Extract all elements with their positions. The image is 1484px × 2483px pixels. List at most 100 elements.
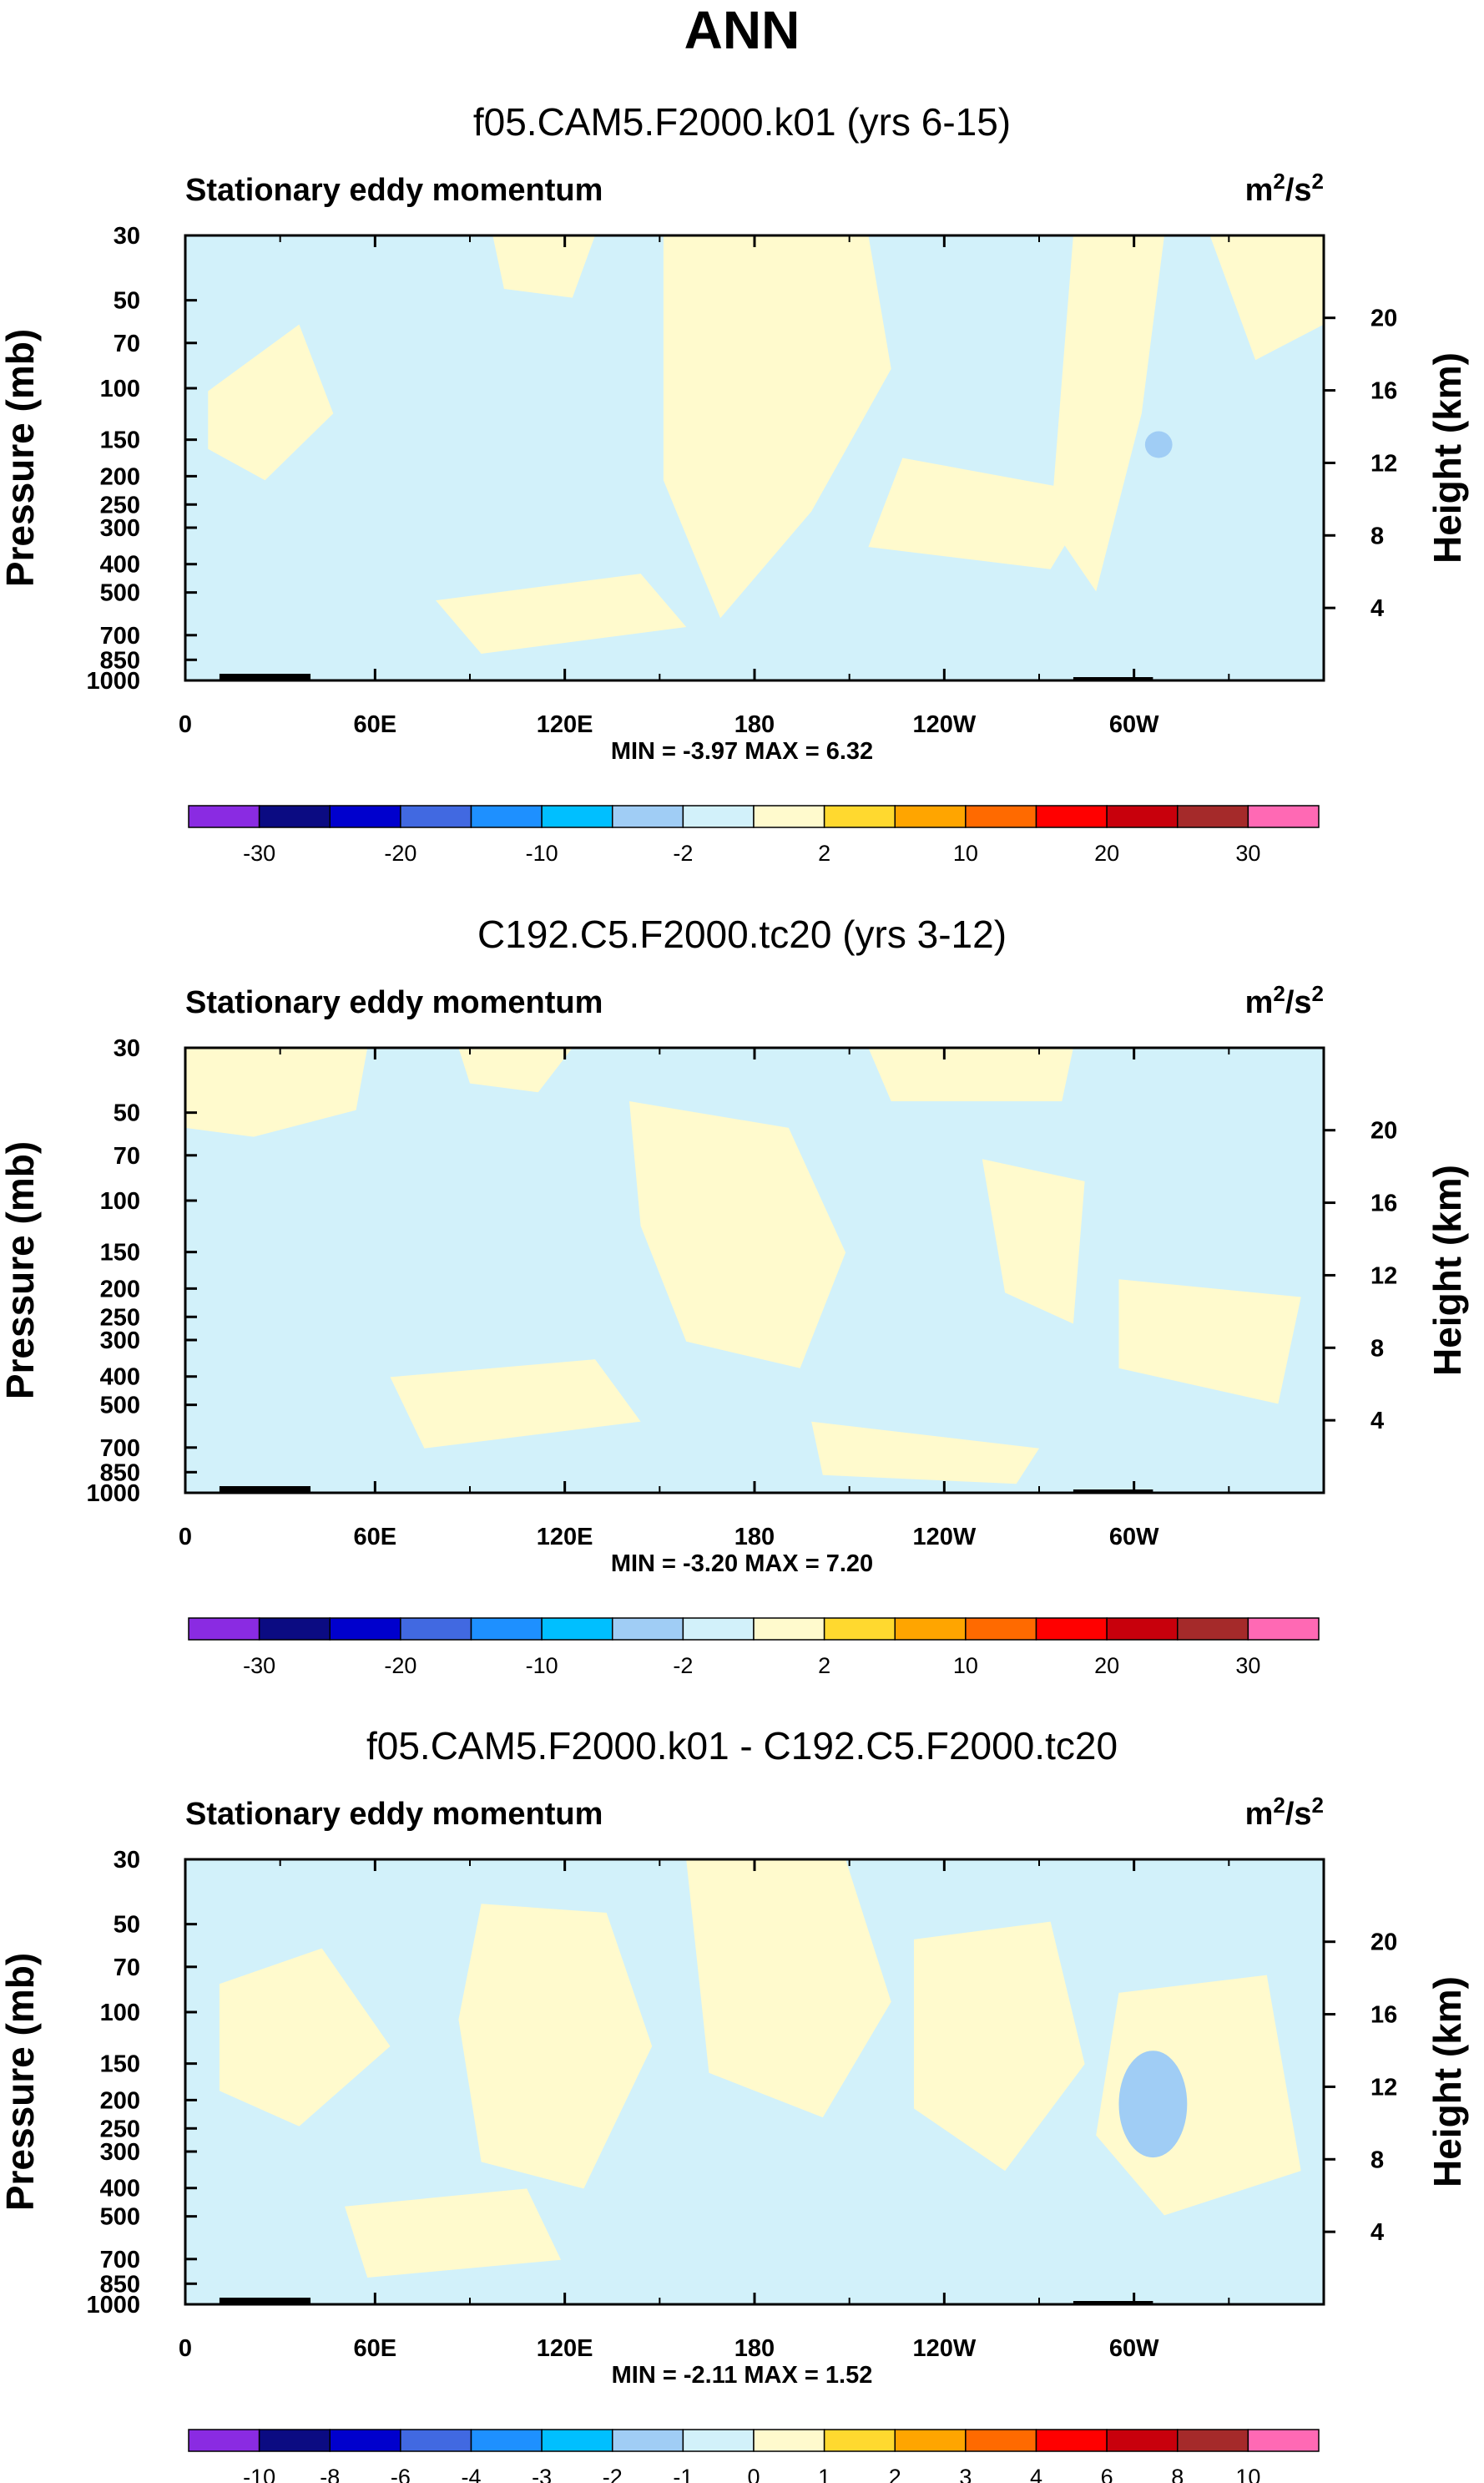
colorbar-swatch (258, 2429, 331, 2452)
y2-tick-label: 4 (1370, 595, 1384, 622)
colorbar-label: -30 (243, 1653, 275, 1678)
y-axis-label: Pressure (mb) (0, 329, 42, 587)
topography-andes (1073, 677, 1153, 680)
colorbar-label: 6 (1101, 2465, 1113, 2483)
colorbar-label: -2 (673, 1653, 693, 1678)
units-label: m2/s2 (1245, 981, 1324, 1020)
colorbar-swatch (1106, 805, 1179, 828)
colorbar-swatch (1177, 805, 1249, 828)
contour-region (208, 324, 334, 481)
contour-region (390, 1359, 641, 1449)
contour-region (868, 458, 1097, 569)
colorbar-swatch (400, 2429, 472, 2452)
colorbar-label: 2 (889, 2465, 901, 2483)
x-tick-label: 120E (537, 711, 593, 738)
y-tick-label: 100 (100, 2000, 140, 2026)
colorbar-swatch (188, 1617, 260, 1641)
y2-axis-label: Height (km) (1426, 1976, 1469, 2187)
contour-region (436, 574, 687, 654)
colorbar-swatch (258, 805, 331, 828)
colorbar-label: -2 (673, 841, 693, 866)
units-label: m2/s2 (1245, 1793, 1324, 1832)
topography-andes (1073, 2301, 1153, 2304)
colorbar-label: -30 (243, 841, 275, 866)
colorbar-label: -1 (673, 2465, 693, 2483)
y2-tick-label: 16 (1370, 378, 1397, 405)
colorbar-swatch (612, 805, 684, 828)
colorbar-label: 20 (1094, 841, 1119, 866)
y-tick-label: 200 (100, 2087, 140, 2114)
y-tick-label: 1000 (86, 668, 140, 695)
contour-region (686, 1859, 891, 2118)
colorbar-swatch (682, 2429, 755, 2452)
y-tick-label: 1000 (86, 2292, 140, 2319)
y-tick-label: 850 (100, 2271, 140, 2298)
y-tick-label: 30 (114, 1847, 140, 1874)
y-tick-label: 30 (114, 223, 140, 250)
contour-minimum (1144, 431, 1173, 458)
y-tick-label: 300 (100, 515, 140, 542)
colorbar-swatch (1106, 2429, 1179, 2452)
colorbar-label: 30 (1235, 1653, 1260, 1678)
colorbar-label: -6 (391, 2465, 411, 2483)
y2-tick-label: 12 (1370, 1262, 1397, 1289)
colorbar-swatch (823, 2429, 896, 2452)
y-tick-label: 70 (114, 1955, 140, 1981)
y-tick-label: 50 (114, 1912, 140, 1939)
y-tick-label: 1000 (86, 1480, 140, 1507)
y-tick-label: 50 (114, 1100, 140, 1127)
colorbar-swatch (541, 1617, 613, 1641)
y-tick-label: 400 (100, 1364, 140, 1391)
contour-region (492, 235, 595, 298)
y-tick-label: 200 (100, 1276, 140, 1302)
topography-africa (219, 674, 311, 680)
contour-minimum (1118, 2051, 1188, 2158)
colorbar-swatch (541, 805, 613, 828)
colorbar-swatch (188, 805, 260, 828)
y-tick-label: 500 (100, 580, 140, 607)
y2-tick-label: 20 (1370, 306, 1397, 332)
colorbar-label: 10 (1235, 2465, 1260, 2483)
y-tick-label: 30 (114, 1035, 140, 1062)
colorbar-label: -8 (320, 2465, 340, 2483)
colorbar-swatch (1247, 1617, 1320, 1641)
y2-tick-label: 12 (1370, 450, 1397, 477)
x-tick-label: 180 (734, 711, 775, 738)
colorbar-swatch (682, 805, 755, 828)
colorbar-swatch (682, 1617, 755, 1641)
colorbar-label: -10 (243, 2465, 275, 2483)
colorbar-swatch (894, 1617, 967, 1641)
x-tick-label: 180 (734, 2335, 775, 2362)
y-tick-label: 150 (100, 427, 140, 454)
x-tick-label: 180 (734, 1524, 775, 1550)
colorbar-swatch (965, 805, 1037, 828)
colorbar-label: 2 (818, 1653, 830, 1678)
contour-region (1050, 235, 1164, 592)
y2-tick-label: 20 (1370, 1929, 1397, 1956)
min-max-stats: MIN = -3.97 MAX = 6.32 (611, 738, 873, 765)
colorbar-swatch (612, 2429, 684, 2452)
contour-region (914, 1921, 1085, 2172)
y2-tick-label: 8 (1370, 2147, 1384, 2173)
colorbar-swatch (329, 2429, 401, 2452)
topography-africa (219, 2298, 311, 2304)
panel-subtitle: f05.CAM5.F2000.k01 (yrs 6-15) (473, 100, 1011, 144)
contour-region (1118, 1279, 1301, 1404)
x-tick-label: 0 (179, 2335, 192, 2362)
contour-region (458, 1048, 573, 1093)
y-tick-label: 150 (100, 1240, 140, 1267)
contour-field (185, 1859, 1324, 2304)
x-tick-label: 0 (179, 711, 192, 738)
colorbar-swatch (823, 1617, 896, 1641)
colorbar-label: 2 (818, 841, 830, 866)
y-tick-label: 400 (100, 552, 140, 579)
colorbar-swatch (1247, 805, 1320, 828)
contour-region (629, 1101, 846, 1368)
x-tick-label: 60W (1109, 1524, 1159, 1550)
y-tick-label: 500 (100, 1393, 140, 1419)
colorbar-swatch (400, 805, 472, 828)
colorbar-label: -4 (461, 2465, 481, 2483)
colorbar-label: 10 (953, 1653, 978, 1678)
contour-field (185, 235, 1324, 680)
